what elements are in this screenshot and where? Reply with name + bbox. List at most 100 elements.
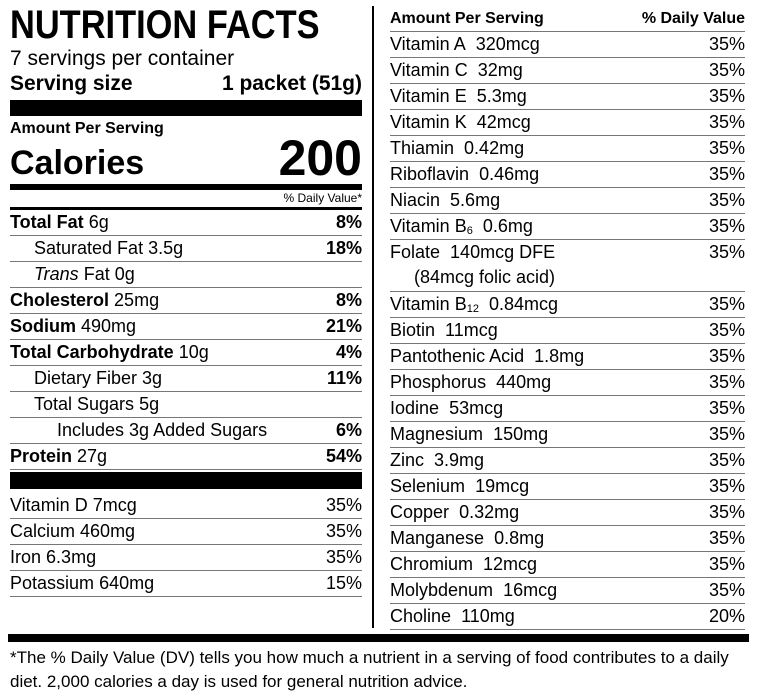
nutrient-label: Vitamin A 320mcg: [390, 32, 540, 57]
nutrient-label: Niacin 5.6mg: [390, 188, 500, 213]
nutrient-row: Vitamin K 42mcg 35%: [390, 110, 745, 136]
nutrient-row: Vitamin B12 0.84mcg 35%: [390, 292, 745, 318]
nutrient-line: Total Sugars 5g: [34, 392, 159, 417]
nutrient-row: Molybdenum 16mcg 35%: [390, 578, 745, 604]
nutrient-label: Total Sugars 5g: [34, 392, 159, 417]
nutrient-amount: 140mcg DFE: [450, 242, 556, 262]
nutrient-label: Vitamin C 32mg: [390, 58, 523, 83]
nutrient-line: Choline 110mg: [390, 604, 515, 629]
nutrient-label: Protein 27g: [10, 444, 107, 469]
nutrient-name: Total Sugars: [34, 394, 135, 414]
nutrient-dv: 35%: [708, 580, 745, 600]
nutrient-name: Iodine: [390, 398, 440, 418]
nutrient-note: (84mcg folic acid): [414, 267, 556, 287]
nutrient-amount: 11mcg: [445, 320, 498, 340]
nutrient-label: Potassium 640mg: [10, 571, 154, 596]
thin-rule: [10, 207, 362, 210]
nutrient-name: Selenium: [390, 476, 466, 496]
nutrient-label: Zinc 3.9mg: [390, 448, 484, 473]
nutrient-amount: 460mg: [80, 521, 136, 541]
nutrient-dv: 35%: [708, 398, 745, 418]
nutrient-name: Total Carbohydrate: [10, 342, 174, 362]
nutrient-line: Biotin 11mcg: [390, 318, 498, 343]
nutrient-amount: 3.9mg: [434, 450, 485, 470]
nutrient-line: Calcium 460mg: [10, 519, 135, 544]
nutrient-subscript: 6: [466, 225, 473, 237]
nutrient-line: Cholesterol 25mg: [10, 288, 159, 313]
nutrient-label: Trans Fat 0g: [34, 262, 135, 287]
nutrient-dv: 35%: [708, 528, 745, 548]
nutrient-line: Dietary Fiber 3g: [34, 366, 162, 391]
nutrient-row: Riboflavin 0.46mg 35%: [390, 162, 745, 188]
nutrient-row: Niacin 5.6mg 35%: [390, 188, 745, 214]
nutrient-row: Phosphorus 440mg 35%: [390, 370, 745, 396]
nutrient-row: Total Fat 6g 8%: [10, 210, 362, 236]
nutrient-name: Cholesterol: [10, 290, 110, 310]
nutrient-label: Saturated Fat 3.5g: [34, 236, 183, 261]
nutrient-line: Thiamin 0.42mg: [390, 136, 524, 161]
nutrient-name: Folate: [390, 242, 441, 262]
nutrient-subscript: 12: [466, 303, 479, 315]
nutrient-label: Iodine 53mcg: [390, 396, 503, 421]
nutrient-dv: 35%: [708, 476, 745, 496]
nutrient-amount: 320mcg: [475, 34, 540, 54]
nutrient-amount: 12mcg: [483, 554, 538, 574]
dv-header: % Daily Value*: [283, 191, 362, 205]
nutrient-name: Thiamin: [390, 138, 455, 158]
nutrient-dv: 35%: [708, 112, 745, 132]
nutrient-dv: 35%: [708, 164, 745, 184]
nutrient-amount: 25mg: [114, 290, 160, 310]
nutrient-name: Vitamin B: [390, 216, 467, 236]
nutrient-row: Vitamin B6 0.6mg 35%: [390, 214, 745, 240]
nutrient-amount: 19mcg: [475, 476, 530, 496]
calories-label: Calories: [10, 144, 145, 182]
nutrient-row: Folate 140mcg DFE (84mcg folic acid) 35%: [390, 240, 745, 292]
nutrient-amount: 0.46mg: [479, 164, 540, 184]
nutrient-name: Zinc: [390, 450, 425, 470]
nutrient-line: Vitamin E 5.3mg: [390, 84, 527, 109]
nutrient-amount: 3.5g: [148, 238, 184, 258]
nutrient-dv: 35%: [708, 216, 745, 236]
nutrient-amount: 6.3mg: [46, 547, 97, 567]
nutrient-amount: 7mcg: [92, 495, 137, 515]
nutrient-line: Riboflavin 0.46mg: [390, 162, 539, 187]
nutrient-line: Iodine 53mcg: [390, 396, 503, 421]
nutrient-line: Saturated Fat 3.5g: [34, 236, 183, 261]
nutrient-dv: 21%: [325, 316, 362, 336]
nutrient-amount: 110mg: [461, 606, 515, 626]
nutrient-label: Includes 3g Added Sugars: [57, 418, 267, 443]
nutrient-row: Protein 27g 54%: [10, 444, 362, 470]
nutrient-row: Total Carbohydrate 10g 4%: [10, 340, 362, 366]
nutrient-label: Iron 6.3mg: [10, 545, 96, 570]
nutrient-label: Biotin 11mcg: [390, 318, 498, 343]
header-right: % Daily Value: [641, 10, 745, 27]
nutrient-dv: 35%: [708, 554, 745, 574]
nutrient-dv: 54%: [325, 446, 362, 466]
nutrient-amount: 490mg: [81, 316, 137, 336]
serving-size: Serving size 1 packet (51g): [10, 71, 362, 97]
nutrient-name: Vitamin D: [10, 495, 88, 515]
nutrient-dv: 8%: [335, 290, 362, 310]
nutrient-name: Magnesium: [390, 424, 484, 444]
nutrient-dv: 35%: [708, 320, 745, 340]
nutrient-line: Magnesium 150mg: [390, 422, 548, 447]
nutrient-name: Phosphorus: [390, 372, 487, 392]
nutrient-row: Chromium 12mcg 35%: [390, 552, 745, 578]
nutrient-amount: 640mg: [99, 573, 155, 593]
nutrient-label: Selenium 19mcg: [390, 474, 529, 499]
nutrient-line: Vitamin K 42mcg: [390, 110, 531, 135]
nutrient-line: Niacin 5.6mg: [390, 188, 500, 213]
nutrient-name: Chromium: [390, 554, 474, 574]
nutrient-name: Riboflavin: [390, 164, 470, 184]
nutrient-line: Protein 27g: [10, 444, 107, 469]
nutrient-row: Cholesterol 25mg 8%: [10, 288, 362, 314]
nutrient-name: Vitamin E: [390, 86, 467, 106]
nutrient-label: Dietary Fiber 3g: [34, 366, 162, 391]
nutrient-line: Trans Fat 0g: [34, 262, 135, 287]
nutrient-line: Pantothenic Acid 1.8mg: [390, 344, 584, 369]
nutrient-line: Vitamin A 320mcg: [390, 32, 540, 57]
nutrients: Total Fat 6g 8% Saturated Fat 3.5g 18% Trans…: [10, 210, 362, 470]
nutrient-label: Total Carbohydrate 10g: [10, 340, 209, 365]
nutrient-line: Copper 0.32mg: [390, 500, 519, 525]
